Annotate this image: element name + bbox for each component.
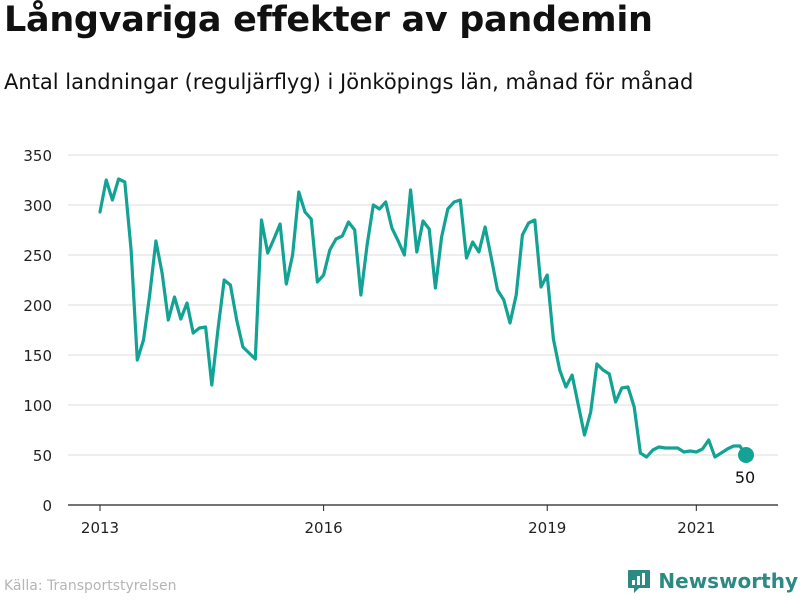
line-chart: 0 50 100 150 200 250 300 350 2013 2016 2019 2021 50 (23, 147, 778, 537)
y-tick-label: 250 (23, 247, 52, 265)
y-tick-label: 0 (42, 497, 52, 515)
x-tick-label: 2019 (528, 519, 566, 537)
source-note: Källa: Transportstyrelsen (4, 578, 177, 594)
bar-chart-logo-icon (628, 570, 651, 593)
y-tick-label: 100 (23, 397, 52, 415)
x-tick-label: 2016 (305, 519, 343, 537)
brand-name: Newsworthy (658, 569, 798, 593)
y-tick-label: 50 (33, 447, 52, 465)
chart-title: Långvariga effekter av pandemin (4, 0, 653, 40)
y-tick-label: 200 (23, 297, 52, 315)
last-point-marker (738, 447, 754, 463)
brand-logo: Newsworthy (626, 568, 798, 594)
series-line (98, 177, 748, 459)
x-tick-label: 2021 (677, 519, 715, 537)
x-tick-label: 2013 (81, 519, 119, 537)
y-tick-label: 300 (23, 197, 52, 215)
chart-subtitle: Antal landningar (reguljärflyg) i Jönköp… (4, 70, 694, 94)
y-tick-label: 150 (23, 347, 52, 365)
y-tick-label: 350 (23, 147, 52, 165)
last-point-label: 50 (735, 468, 755, 487)
